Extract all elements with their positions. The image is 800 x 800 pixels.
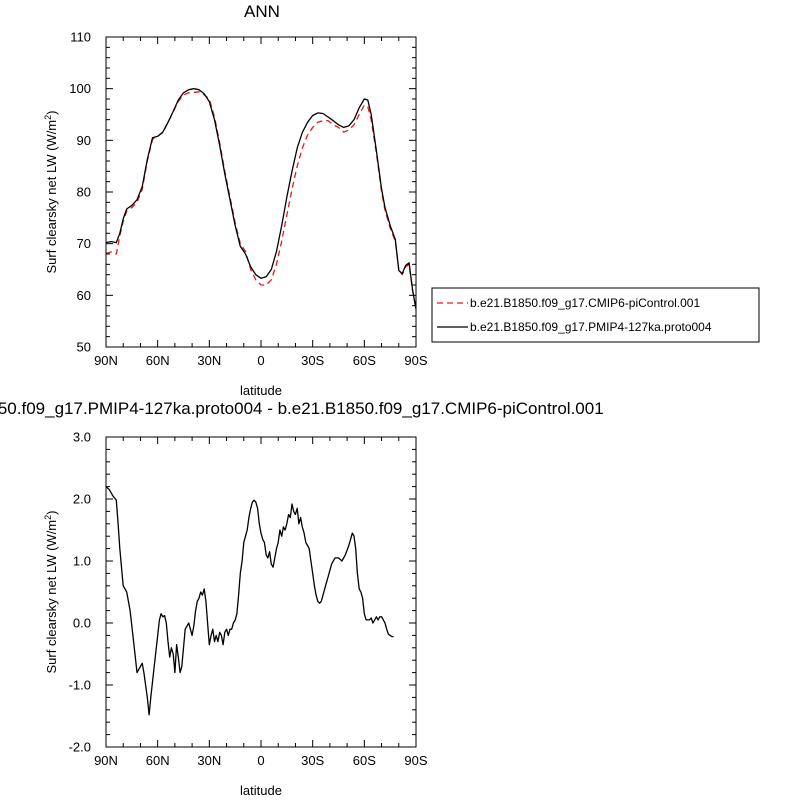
- x-tick-label: 0: [257, 353, 264, 368]
- y-tick-label: 90: [77, 133, 91, 148]
- y-tick-label: 100: [69, 81, 91, 96]
- x-tick-label: 60N: [146, 753, 170, 768]
- series-line-1-0: [105, 486, 394, 716]
- y-tick-label: 2.0: [73, 492, 91, 507]
- x-tick-label: 30S: [301, 353, 324, 368]
- x-tick-label: 60S: [353, 753, 376, 768]
- x-tick-label: 90N: [94, 353, 118, 368]
- y-tick-label: -2.0: [69, 740, 91, 755]
- x-axis-label-bottom: latitude: [240, 783, 282, 798]
- x-tick-label: 0: [257, 753, 264, 768]
- panel-title-top: ANN: [244, 2, 280, 21]
- y-tick-label: -1.0: [69, 678, 91, 693]
- y-axis-label-top: Surf clearsky net LW (W/m2): [43, 111, 59, 274]
- y-tick-label: 70: [77, 236, 91, 251]
- plot-frame-top: [105, 36, 417, 348]
- series-lines-bottom: [105, 486, 394, 716]
- legend-box: [431, 287, 760, 343]
- legend: b.e21.B1850.f09_g17.CMIP6-piControl.001 …: [431, 287, 760, 343]
- x-tick-label: 30S: [301, 753, 324, 768]
- axis-ticks-bottom: 90N 60N 30N 0 30S 60S 90S -2.0 -1.0 0.0 1.0 2.0 3.0: [69, 430, 428, 769]
- x-tick-label: 90S: [404, 753, 427, 768]
- x-tick-label: 60S: [353, 353, 376, 368]
- x-tick-label: 60N: [146, 353, 170, 368]
- series-lines-top: [105, 88, 417, 310]
- bottom-panel: b.e21.B1850.f09_g17.PMIP4-127ka.proto004…: [0, 399, 604, 798]
- top-panel: ANN 90N 60N 30N 0 30S 60S 90S5060708090100110 …: [43, 2, 760, 398]
- x-tick-label: 90S: [404, 353, 427, 368]
- y-tick-label: 80: [77, 185, 91, 200]
- y-axis-label-bottom: Surf clearsky net LW (W/m2): [43, 511, 59, 674]
- y-tick-label: 50: [77, 340, 91, 355]
- plot-frame-bottom: [105, 436, 417, 748]
- x-tick-label: 30N: [197, 353, 221, 368]
- axis-ticks-top: 90N 60N 30N 0 30S 60S 90S 50 60 70 80 90 100 110: [69, 30, 428, 369]
- legend-label-127ka: b.e21.B1850.f09_g17.PMIP4-127ka.proto004: [470, 320, 712, 334]
- legend-label-control: b.e21.B1850.f09_g17.CMIP6-piControl.001: [470, 296, 700, 310]
- y-tick-label: 3.0: [73, 430, 91, 445]
- x-tick-label: 90N: [94, 753, 118, 768]
- y-tick-label: 110: [70, 30, 91, 45]
- series-line-0-0: [105, 91, 417, 309]
- panel-title-bottom: b.e21.B1850.f09_g17.PMIP4-127ka.proto004…: [0, 399, 604, 418]
- x-axis-label-top: latitude: [240, 383, 282, 398]
- y-tick-label: 60: [77, 288, 91, 303]
- y-tick-label: 0.0: [73, 616, 91, 631]
- y-tick-label: 1.0: [73, 554, 91, 569]
- series-line-0-1: [105, 88, 417, 310]
- x-tick-label: 30N: [197, 753, 221, 768]
